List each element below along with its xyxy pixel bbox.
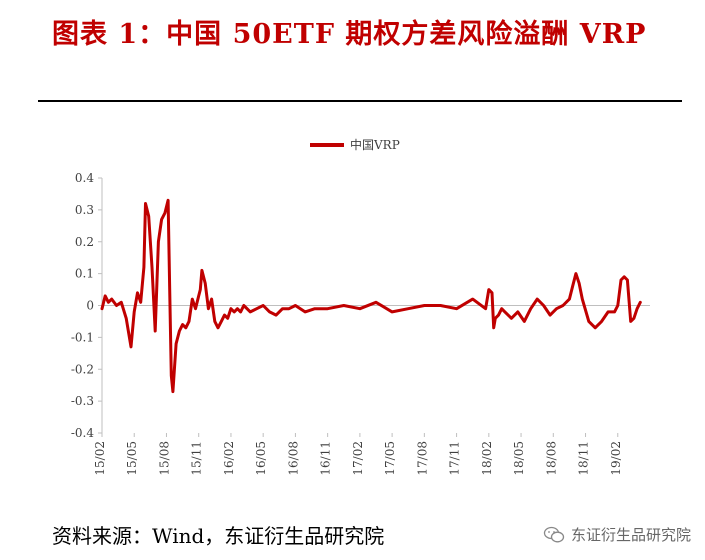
- x-tick-label: 15/05: [125, 441, 139, 476]
- watermark-text: 东证衍生品研究院: [570, 526, 691, 544]
- chart-title: 图表 1：中国 50ETF 期权方差风险溢酬 VRP: [52, 19, 647, 50]
- y-tick-label: 0: [86, 299, 94, 313]
- x-tick-label: 17/08: [415, 441, 429, 476]
- legend-label: 中国VRP: [350, 137, 400, 152]
- y-tick-label: -0.1: [71, 330, 94, 344]
- x-tick-label: 19/02: [609, 441, 623, 476]
- vrp-series-line: [100, 198, 642, 394]
- x-tick-label: 18/02: [480, 441, 494, 476]
- title-divider: [38, 100, 682, 102]
- y-tick-label: 0.3: [75, 203, 94, 217]
- y-tick-label: 0.1: [75, 267, 94, 281]
- y-tick-label: -0.4: [71, 426, 95, 440]
- chart-area: 0.4 0.3 0.2 0.1 0 -0.1 -0.2 -0.3 -0.4 15/02 15/05 1…: [38, 120, 698, 520]
- x-tick-label: 17/11: [448, 441, 462, 476]
- x-tick-label: 15/02: [93, 441, 107, 476]
- x-tick-label: 16/11: [319, 441, 333, 476]
- watermark: 东证衍生品研究院: [543, 524, 691, 545]
- y-tick-label: -0.3: [71, 394, 94, 408]
- y-tick-label: 0.2: [75, 235, 94, 249]
- source-note: 资料来源：Wind，东证衍生品研究院: [52, 524, 385, 548]
- x-tick-label: 16/08: [286, 441, 300, 476]
- y-tick-label: -0.2: [71, 362, 94, 376]
- x-tick-label: 16/05: [254, 441, 268, 476]
- x-tick-label: 16/02: [222, 441, 236, 476]
- x-tick-label: 17/02: [351, 441, 365, 476]
- y-tick-label: 0.4: [75, 171, 94, 185]
- x-tick-label: 18/08: [544, 441, 558, 476]
- x-tick-label: 18/11: [577, 441, 591, 476]
- x-tick-label: 15/08: [157, 441, 171, 476]
- x-tick-label: 17/05: [383, 441, 397, 476]
- vrp-line-chart: 0.4 0.3 0.2 0.1 0 -0.1 -0.2 -0.3 -0.415/02 15/05 1…: [71, 137, 650, 476]
- x-tick-label: 15/11: [190, 441, 204, 476]
- x-tick-label: 18/05: [512, 441, 526, 476]
- wechat-icon: [543, 526, 565, 542]
